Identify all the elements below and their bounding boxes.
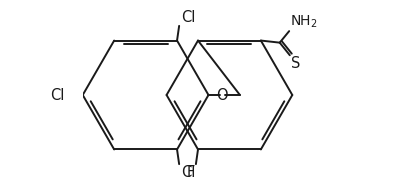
Text: Cl: Cl <box>181 10 196 25</box>
Text: F: F <box>187 165 195 180</box>
Text: O: O <box>216 88 228 102</box>
Text: Cl: Cl <box>181 165 196 180</box>
Text: S: S <box>291 56 300 71</box>
Text: NH$_2$: NH$_2$ <box>290 14 318 30</box>
Text: Cl: Cl <box>51 88 65 102</box>
